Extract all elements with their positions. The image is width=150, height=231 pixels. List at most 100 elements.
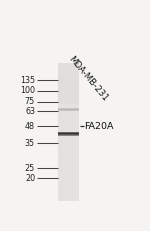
Bar: [58, 134, 79, 136]
Bar: [58, 174, 79, 176]
Bar: [58, 79, 79, 81]
Text: 100: 100: [20, 86, 35, 95]
Bar: [58, 76, 79, 77]
Bar: [58, 184, 79, 186]
Bar: [58, 128, 79, 130]
Bar: [58, 111, 79, 113]
Bar: [58, 109, 79, 110]
Bar: [58, 75, 79, 76]
Text: 20: 20: [25, 173, 35, 182]
Bar: [58, 159, 79, 161]
Bar: [58, 119, 79, 121]
Bar: [58, 189, 79, 190]
Bar: [58, 172, 79, 173]
Bar: [58, 133, 79, 134]
Bar: [58, 139, 79, 140]
Bar: [58, 147, 79, 148]
Bar: [58, 133, 79, 134]
Bar: [58, 135, 79, 136]
Bar: [58, 170, 79, 172]
Bar: [58, 73, 79, 74]
Bar: [58, 109, 79, 110]
Bar: [58, 156, 79, 157]
Bar: [58, 197, 79, 198]
Bar: [58, 90, 79, 91]
Bar: [58, 132, 79, 133]
Bar: [58, 148, 79, 149]
Bar: [58, 68, 79, 69]
Bar: [58, 95, 79, 97]
Bar: [58, 187, 79, 188]
Bar: [58, 155, 79, 156]
Bar: [58, 118, 79, 120]
Bar: [58, 107, 79, 108]
Bar: [58, 66, 79, 67]
Bar: [58, 141, 79, 143]
Bar: [58, 71, 79, 73]
Bar: [58, 199, 79, 201]
Bar: [58, 63, 79, 65]
Bar: [58, 122, 79, 123]
Bar: [58, 140, 79, 141]
Bar: [58, 166, 79, 167]
Text: 75: 75: [25, 97, 35, 106]
Bar: [58, 134, 79, 135]
Text: 25: 25: [25, 164, 35, 173]
Bar: [58, 173, 79, 174]
Bar: [58, 143, 79, 145]
Bar: [58, 137, 79, 139]
Bar: [58, 127, 79, 129]
Text: FA20A: FA20A: [84, 122, 114, 131]
Bar: [58, 84, 79, 85]
Bar: [58, 108, 79, 109]
Bar: [58, 182, 79, 183]
Bar: [58, 176, 79, 178]
Bar: [58, 164, 79, 165]
Bar: [58, 123, 79, 124]
Bar: [58, 78, 79, 80]
Bar: [58, 188, 79, 189]
Bar: [58, 73, 79, 75]
Bar: [58, 77, 79, 79]
Bar: [58, 117, 79, 119]
Bar: [58, 191, 79, 193]
Text: 135: 135: [20, 76, 35, 85]
Bar: [58, 86, 79, 88]
Bar: [58, 100, 79, 101]
Bar: [58, 167, 79, 169]
Bar: [58, 150, 79, 152]
Bar: [58, 115, 79, 116]
Bar: [58, 160, 79, 162]
Bar: [58, 93, 79, 94]
Bar: [58, 130, 79, 131]
Bar: [58, 103, 79, 105]
Bar: [58, 80, 79, 82]
Bar: [58, 157, 79, 158]
Bar: [58, 113, 79, 115]
Bar: [58, 64, 79, 66]
Bar: [58, 102, 79, 104]
Bar: [58, 94, 79, 96]
Bar: [58, 110, 79, 111]
Bar: [58, 185, 79, 187]
Text: 35: 35: [25, 139, 35, 148]
Bar: [58, 179, 79, 180]
Bar: [58, 136, 79, 138]
Bar: [58, 195, 79, 196]
Bar: [58, 158, 79, 160]
Bar: [58, 142, 79, 144]
Bar: [58, 82, 79, 83]
Bar: [58, 132, 79, 133]
Bar: [58, 132, 79, 133]
Bar: [58, 83, 79, 84]
Bar: [58, 152, 79, 154]
Bar: [58, 193, 79, 195]
Bar: [58, 133, 79, 134]
Bar: [58, 104, 79, 106]
Bar: [58, 135, 79, 136]
Bar: [58, 180, 79, 181]
Bar: [58, 161, 79, 163]
Bar: [58, 70, 79, 72]
Bar: [58, 177, 79, 179]
Bar: [58, 120, 79, 122]
